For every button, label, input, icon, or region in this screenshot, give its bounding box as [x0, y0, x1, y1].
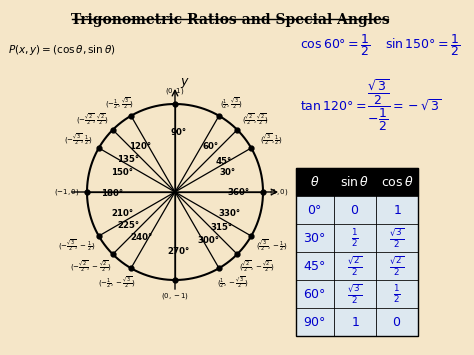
Text: $45°$: $45°$ — [303, 260, 327, 273]
Text: $\frac{\sqrt{2}}{2}$: $\frac{\sqrt{2}}{2}$ — [389, 255, 405, 278]
Text: 90°: 90° — [171, 128, 187, 137]
Text: $(-\frac{\sqrt{3}}{2},-\frac{1}{2})$: $(-\frac{\sqrt{3}}{2},-\frac{1}{2})$ — [58, 239, 95, 253]
Bar — [296, 308, 418, 336]
Text: 225°: 225° — [117, 221, 139, 230]
Text: 300°: 300° — [198, 236, 219, 245]
Text: $\theta$: $\theta$ — [310, 175, 319, 189]
Text: $(\frac{\sqrt{3}}{2},\frac{1}{2})$: $(\frac{\sqrt{3}}{2},\frac{1}{2})$ — [260, 132, 283, 147]
Bar — [296, 168, 418, 336]
Text: 45°: 45° — [215, 157, 231, 166]
Bar — [296, 168, 418, 196]
Text: $\sin150°=\dfrac{1}{2}$: $\sin150°=\dfrac{1}{2}$ — [385, 32, 460, 58]
Text: $(-\frac{\sqrt{3}}{2},\frac{1}{2})$: $(-\frac{\sqrt{3}}{2},\frac{1}{2})$ — [64, 132, 93, 147]
Text: $\frac{\sqrt{3}}{2}$: $\frac{\sqrt{3}}{2}$ — [389, 226, 405, 250]
Text: Trigonometric Ratios and Special Angles: Trigonometric Ratios and Special Angles — [71, 13, 389, 27]
Text: $\frac{1}{2}$: $\frac{1}{2}$ — [351, 227, 359, 249]
Text: $(\frac{\sqrt{2}}{2},-\frac{\sqrt{2}}{2})$: $(\frac{\sqrt{2}}{2},-\frac{\sqrt{2}}{2}… — [239, 259, 275, 274]
Text: 30°: 30° — [220, 168, 236, 177]
Text: $(0,1)$: $(0,1)$ — [165, 86, 185, 96]
Text: $1$: $1$ — [351, 316, 359, 328]
Text: $\cos\theta$: $\cos\theta$ — [381, 175, 413, 189]
Text: 330°: 330° — [219, 209, 241, 218]
Text: $60°$: $60°$ — [303, 288, 327, 300]
Text: $\frac{\sqrt{3}}{2}$: $\frac{\sqrt{3}}{2}$ — [347, 283, 363, 306]
Text: $(\frac{\sqrt{3}}{2},-\frac{1}{2})$: $(\frac{\sqrt{3}}{2},-\frac{1}{2})$ — [255, 239, 287, 253]
Bar — [296, 224, 418, 252]
Text: $(\frac{1}{2},\frac{\sqrt{3}}{2})$: $(\frac{1}{2},\frac{\sqrt{3}}{2})$ — [219, 96, 242, 111]
Text: $\sin\theta$: $\sin\theta$ — [340, 175, 370, 189]
Text: $30°$: $30°$ — [303, 231, 327, 245]
Text: 210°: 210° — [111, 209, 133, 218]
Text: $\frac{\sqrt{2}}{2}$: $\frac{\sqrt{2}}{2}$ — [347, 255, 363, 278]
Text: 135°: 135° — [117, 155, 139, 164]
Text: 360°: 360° — [228, 189, 249, 197]
Text: $\cos60°=\dfrac{1}{2}$: $\cos60°=\dfrac{1}{2}$ — [300, 32, 371, 58]
Text: 120°: 120° — [129, 142, 151, 151]
Text: 270°: 270° — [167, 247, 190, 256]
Bar — [296, 196, 418, 224]
Text: 150°: 150° — [111, 168, 133, 177]
Bar — [296, 280, 418, 308]
Text: $(-1,0)$: $(-1,0)$ — [55, 187, 80, 197]
Text: $(-\frac{1}{2},-\frac{\sqrt{3}}{2})$: $(-\frac{1}{2},-\frac{\sqrt{3}}{2})$ — [99, 275, 136, 290]
Text: 60°: 60° — [202, 142, 218, 151]
Text: $P(x,y)=(\cos\theta,\sin\theta)$: $P(x,y)=(\cos\theta,\sin\theta)$ — [8, 43, 116, 57]
Bar — [296, 252, 418, 280]
Text: $(-\frac{1}{2},\frac{\sqrt{3}}{2})$: $(-\frac{1}{2},\frac{\sqrt{3}}{2})$ — [105, 96, 133, 111]
Text: 240°: 240° — [130, 233, 153, 242]
Text: 315°: 315° — [210, 223, 233, 232]
Text: y: y — [180, 76, 187, 88]
Text: $(0,-1)$: $(0,-1)$ — [161, 291, 189, 301]
Text: $(\frac{1}{2},-\frac{\sqrt{3}}{2})$: $(\frac{1}{2},-\frac{\sqrt{3}}{2})$ — [217, 275, 249, 290]
Text: $(-\frac{\sqrt{2}}{2},\frac{\sqrt{2}}{2})$: $(-\frac{\sqrt{2}}{2},\frac{\sqrt{2}}{2}… — [76, 112, 109, 127]
Text: $(-\frac{\sqrt{2}}{2},-\frac{\sqrt{2}}{2})$: $(-\frac{\sqrt{2}}{2},-\frac{\sqrt{2}}{2… — [70, 259, 111, 274]
Text: $(\frac{\sqrt{2}}{2},\frac{\sqrt{2}}{2})$: $(\frac{\sqrt{2}}{2},\frac{\sqrt{2}}{2})… — [242, 112, 269, 127]
Text: $(1,0)$: $(1,0)$ — [269, 187, 289, 197]
Text: $\frac{1}{2}$: $\frac{1}{2}$ — [393, 283, 401, 305]
Text: $0$: $0$ — [350, 203, 360, 217]
Text: 180°: 180° — [100, 189, 123, 198]
Text: $1$: $1$ — [392, 203, 401, 217]
Text: $0°$: $0°$ — [308, 203, 322, 217]
Text: $\tan120°=\dfrac{\dfrac{\sqrt{3}}{2}}{-\dfrac{1}{2}}=-\sqrt{3}$: $\tan120°=\dfrac{\dfrac{\sqrt{3}}{2}}{-\… — [300, 77, 442, 133]
Text: $90°$: $90°$ — [303, 316, 327, 328]
Text: $0$: $0$ — [392, 316, 401, 328]
